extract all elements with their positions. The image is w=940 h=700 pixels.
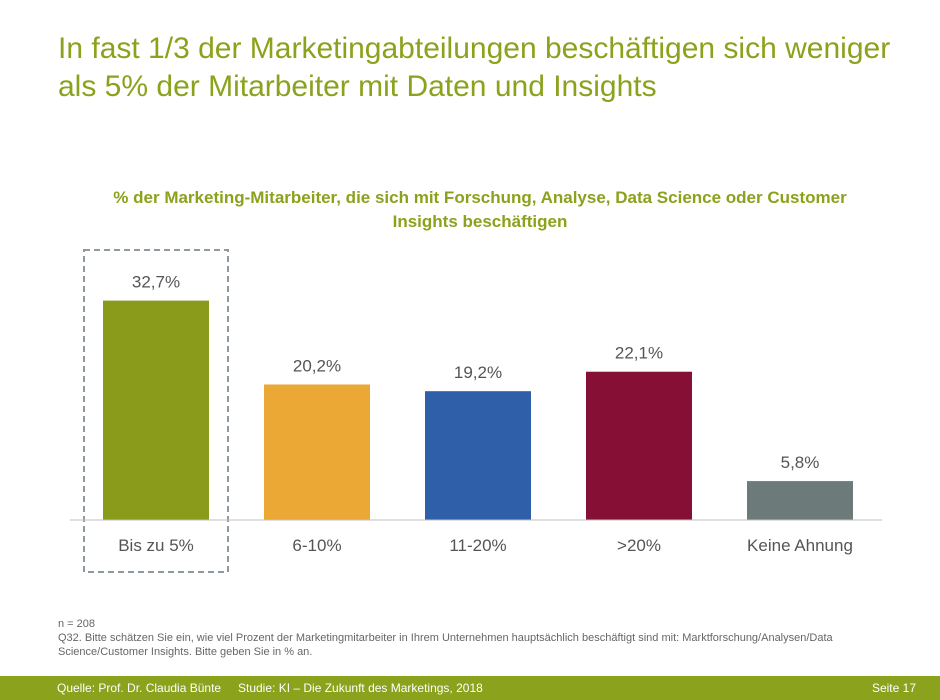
footer-study: Studie: KI – Die Zukunft des Marketings,…: [238, 681, 483, 695]
highlight-box: [83, 249, 229, 573]
data-label-3: 19,2%: [454, 363, 502, 382]
bar-4: [586, 371, 692, 520]
footer-source: Quelle: Prof. Dr. Claudia Bünte: [57, 681, 222, 695]
data-label-4: 22,1%: [615, 344, 663, 363]
bar-2: [264, 384, 370, 520]
sample-size-note: n = 208: [58, 618, 96, 630]
category-label-4: >20%: [617, 536, 661, 555]
footer-page-number: Seite 17: [871, 681, 916, 695]
category-label-1: Bis zu 5%: [118, 536, 194, 555]
chart-title: % der Marketing-Mitarbeiter, die sich mi…: [113, 188, 847, 231]
category-label-2: 6-10%: [292, 536, 341, 555]
bar-1: [103, 300, 209, 520]
category-label-5: Keine Ahnung: [747, 536, 853, 555]
bar-5: [747, 481, 853, 520]
bar-3: [425, 391, 531, 520]
question-note: Q32. Bitte schätzen Sie ein, wie viel Pr…: [58, 632, 833, 658]
page-title: In fast 1/3 der Marketingabteilungen bes…: [58, 32, 891, 103]
data-label-5: 5,8%: [781, 453, 820, 472]
footnotes: n = 208 Q32. Bitte schätzen Sie ein, wie…: [58, 617, 918, 659]
footer-bar: Quelle: Prof. Dr. Claudia Bünte Studie: …: [0, 676, 940, 700]
data-label-1: 32,7%: [132, 273, 180, 292]
data-label-2: 20,2%: [293, 356, 341, 375]
category-label-3: 11-20%: [449, 536, 506, 555]
